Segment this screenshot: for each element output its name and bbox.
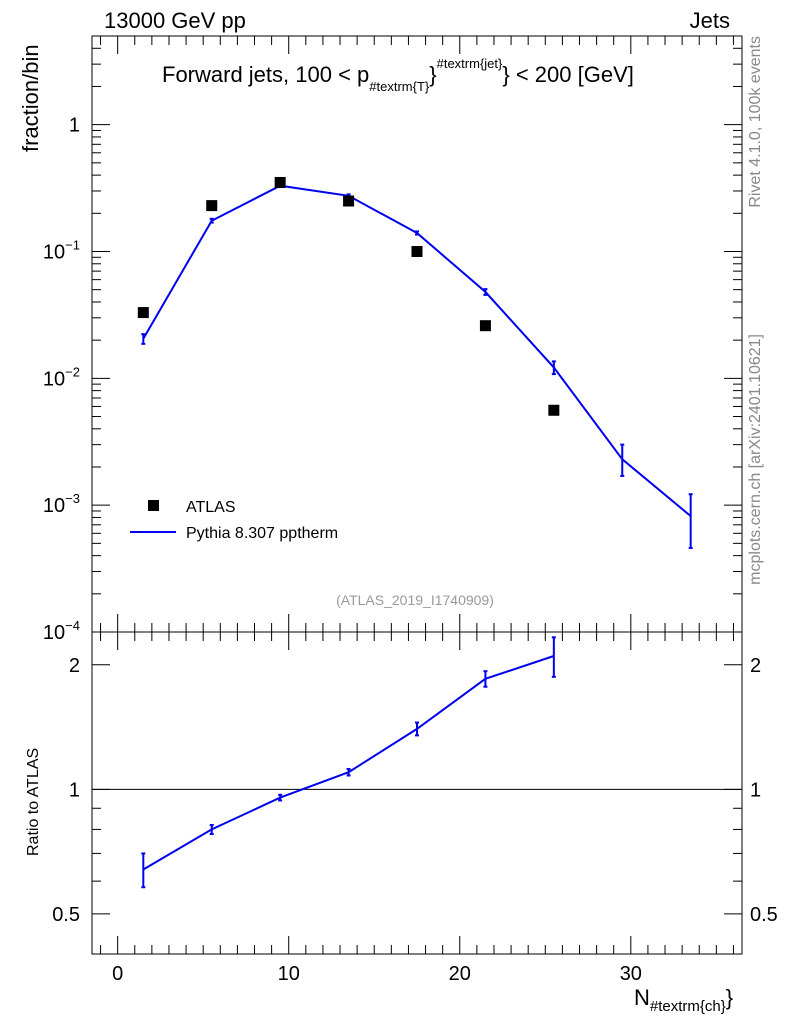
legend-marker-atlas: [148, 500, 159, 511]
ratio-ylabel: Ratio to ATLAS: [25, 748, 42, 856]
ratio-y-tick-label-right: 0.5: [750, 904, 778, 926]
ratio-x-tick-label: 0: [112, 963, 123, 985]
x-axis-label-sub: #textrm{ch}: [650, 998, 726, 1015]
main-y-tick-label: 10−4: [43, 618, 80, 644]
main-y-tick-label: 10−2: [43, 364, 80, 390]
main-title-end: } < 200 [GeV]: [502, 62, 633, 87]
atlas-data-point: [343, 195, 355, 207]
x-axis-label-close: }: [726, 985, 733, 1010]
main-series: [137, 176, 693, 549]
main-title-brace: }: [429, 62, 436, 87]
ratio-series: [141, 636, 556, 889]
main-title-sub: #textrm{T}: [369, 79, 430, 94]
atlas-data-point: [206, 200, 218, 212]
ratio-x-tick-label: 20: [449, 963, 471, 985]
main-ylabel: fraction/bin: [18, 44, 43, 152]
ratio-y-tick-label-right: 1: [750, 779, 761, 801]
mcplots-label: mcplots.cern.ch [arXiv:2401.10621]: [747, 334, 764, 585]
atlas-data-point: [548, 404, 560, 416]
x-axis-label-main: N: [634, 985, 650, 1010]
ratio-x-tick-label: 30: [620, 963, 642, 985]
main-y-tick-label: 1: [69, 115, 80, 137]
ratio-panel-frame: [91, 631, 743, 955]
x-axis-label: N#textrm{ch}}: [634, 985, 733, 1015]
ratio-y-tick-label-right: 2: [750, 655, 761, 677]
main-title-sup: #textrm{jet}: [437, 56, 503, 71]
legend-label-pythia: Pythia 8.307 pptherm: [186, 525, 338, 542]
header-right: Jets: [690, 8, 730, 33]
ratio-line: [142, 655, 555, 871]
main-panel-frame: [91, 35, 743, 633]
header-left: 13000 GeV pp: [104, 8, 246, 33]
main-axis-ticks: 1 10−1 10−2 10−3 10−4: [43, 35, 742, 644]
atlas-data-point: [411, 245, 423, 257]
legend: ATLAS Pythia 8.307 pptherm: [130, 499, 338, 542]
ratio-y-tick-label-left: 0.5: [52, 904, 80, 926]
atlas-data-point: [274, 176, 286, 188]
main-title: Forward jets, 100 < p#textrm{T}}#textrm{…: [162, 56, 634, 94]
legend-label-atlas: ATLAS: [186, 499, 236, 516]
ratio-y-tick-label-left: 1: [69, 779, 80, 801]
atlas-data-point: [137, 307, 149, 319]
analysis-watermark: (ATLAS_2019_I1740909): [336, 592, 494, 608]
main-title-text: Forward jets, 100 < p: [162, 62, 369, 87]
ratio-x-tick-label: 10: [278, 963, 300, 985]
rivet-label: Rivet 4.1.0, 100k events: [747, 36, 764, 208]
main-y-tick-label: 10−1: [43, 237, 80, 263]
ratio-axis-ticks: 0 10 20 30 2 2 1 1 0.5 0.5: [52, 632, 778, 985]
main-y-tick-label: 10−3: [43, 491, 80, 517]
ratio-y-tick-label-left: 2: [69, 655, 80, 677]
atlas-data-point: [479, 320, 491, 332]
